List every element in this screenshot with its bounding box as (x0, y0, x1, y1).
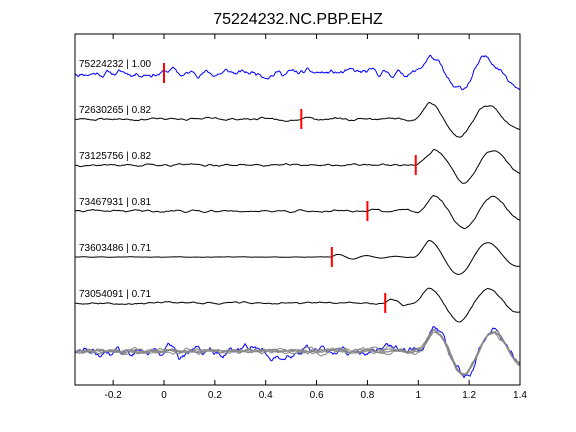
axes-frame (74, 33, 521, 386)
x-tick-label: 0.4 (259, 390, 273, 401)
trace-label: 73603486 | 0.71 (79, 243, 152, 254)
trace-label: 75224232 | 1.00 (79, 59, 152, 70)
trace-line (74, 194, 521, 230)
chart-title: 75224232.NC.PBP.EHZ (213, 11, 383, 28)
trace-line (75, 148, 521, 184)
x-tick-label: 1.4 (513, 390, 527, 401)
trace-line (74, 101, 521, 138)
trace-label: 73054091 | 0.71 (79, 289, 152, 300)
x-tick-label: 1.2 (462, 390, 476, 401)
trace-line (74, 287, 521, 323)
x-tick-label: 0 (161, 390, 167, 401)
trace-line (75, 239, 521, 275)
x-tick-label: 0.2 (208, 390, 222, 401)
trace-label: 73467931 | 0.81 (79, 197, 152, 208)
x-tick-label: 1 (416, 390, 422, 401)
plot-area: 75224232 | 1.00 72630265 | 0.82 73125756 |… (74, 33, 527, 401)
trace-label: 72630265 | 0.82 (79, 105, 152, 116)
x-tick-label: 0.8 (360, 390, 374, 401)
x-tick-label: -0.2 (105, 390, 123, 401)
trace-line (74, 54, 521, 91)
x-tick-label: 0.6 (310, 390, 324, 401)
overlay-trace (74, 328, 520, 376)
trace-label: 73125756 | 0.82 (79, 151, 152, 162)
